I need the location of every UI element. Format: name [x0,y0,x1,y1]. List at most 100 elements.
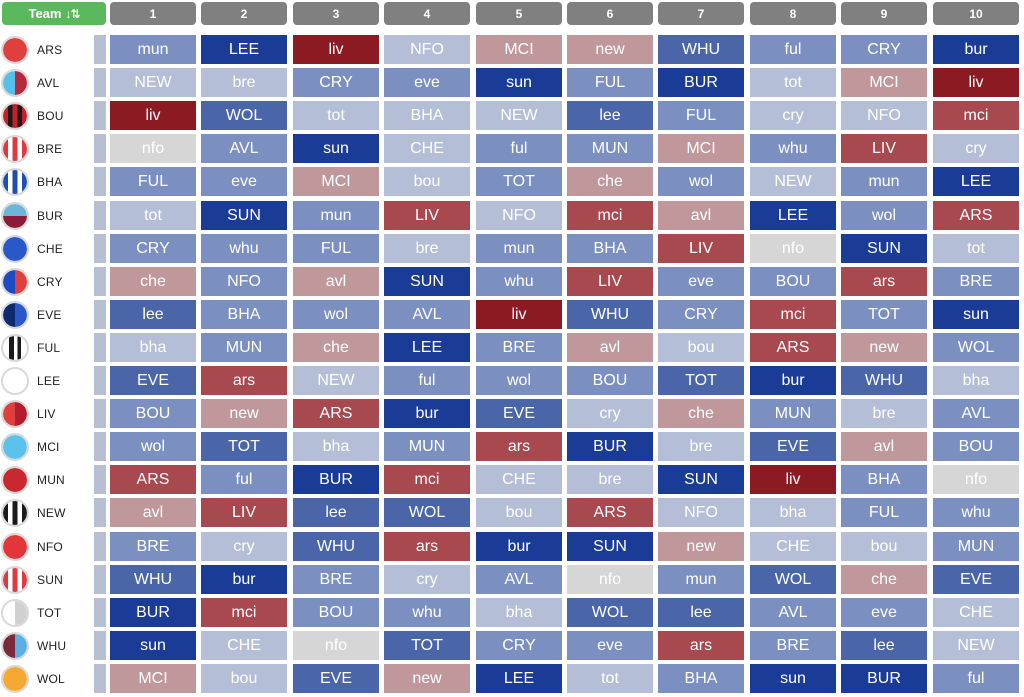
fixture-cell[interactable]: tot [933,234,1019,263]
fixture-cell[interactable]: CHE [201,631,287,660]
fixture-cell[interactable]: WOL [933,333,1019,362]
fixture-cell[interactable]: EVE [750,432,836,461]
fixture-cell[interactable]: ARS [933,201,1019,230]
fixture-cell[interactable]: mun [841,167,927,196]
fixture-cell[interactable]: mci [750,300,836,329]
fixture-cell[interactable]: NFO [384,35,470,64]
fixture-cell[interactable]: FUL [841,498,927,527]
fixture-cell[interactable]: ful [750,35,836,64]
gameweek-header-6[interactable]: 6 [567,2,653,25]
fixture-cell[interactable]: SUN [841,234,927,263]
fixture-cell[interactable]: new [841,333,927,362]
fixture-cell[interactable]: MUN [384,432,470,461]
fixture-cell[interactable]: BRE [110,532,196,561]
fixture-cell[interactable]: bur [476,532,562,561]
fixture-cell[interactable]: CRY [841,35,927,64]
fixture-cell[interactable]: SUN [658,465,744,494]
fixture-cell[interactable]: BUR [841,664,927,693]
fixture-cell[interactable]: cry [750,101,836,130]
fixture-cell[interactable]: AVL [933,399,1019,428]
fixture-cell[interactable]: BOU [110,399,196,428]
fixture-cell[interactable]: sun [476,68,562,97]
fixture-cell[interactable]: BUR [658,68,744,97]
fixture-cell[interactable]: LIV [658,234,744,263]
fixture-cell[interactable]: bur [384,399,470,428]
fixture-cell[interactable]: ars [476,432,562,461]
fixture-cell[interactable]: bha [933,366,1019,395]
fixture-cell[interactable]: sun [293,134,379,163]
gameweek-header-1[interactable]: 1 [110,2,196,25]
fixture-cell[interactable]: sun [933,300,1019,329]
fixture-cell[interactable]: eve [658,267,744,296]
fixture-cell[interactable]: BHA [841,465,927,494]
fixture-cell[interactable]: LEE [933,167,1019,196]
fixture-cell[interactable]: eve [201,167,287,196]
fixture-cell[interactable]: MUN [567,134,653,163]
fixture-cell[interactable]: BHA [567,234,653,263]
fixture-cell[interactable]: WOL [750,565,836,594]
fixture-cell[interactable]: liv [933,68,1019,97]
fixture-cell[interactable]: NFO [841,101,927,130]
fixture-cell[interactable]: CHE [476,465,562,494]
fixture-cell[interactable]: tot [110,201,196,230]
fixture-cell[interactable]: CRY [476,631,562,660]
fixture-cell[interactable]: MCI [841,68,927,97]
fixture-cell[interactable]: CHE [384,134,470,163]
fixture-cell[interactable]: CHE [750,532,836,561]
fixture-cell[interactable]: eve [567,631,653,660]
fixture-cell[interactable]: AVL [476,565,562,594]
fixture-cell[interactable]: liv [476,300,562,329]
fixture-cell[interactable]: bou [841,532,927,561]
fixture-cell[interactable]: lee [658,598,744,627]
fixture-cell[interactable]: bur [201,565,287,594]
fixture-cell[interactable]: BUR [110,598,196,627]
fixture-cell[interactable]: WHU [293,532,379,561]
fixture-cell[interactable]: EVE [933,565,1019,594]
fixture-cell[interactable]: LIV [201,498,287,527]
fixture-cell[interactable]: ARS [110,465,196,494]
gameweek-header-9[interactable]: 9 [841,2,927,25]
gameweek-header-10[interactable]: 10 [933,2,1019,25]
fixture-cell[interactable]: LEE [476,664,562,693]
fixture-cell[interactable]: MCI [293,167,379,196]
fixture-cell[interactable]: MCI [476,35,562,64]
fixture-cell[interactable]: ful [933,664,1019,693]
fixture-cell[interactable]: lee [293,498,379,527]
team-sort-header[interactable]: Team ↓⇅ [2,2,106,25]
fixture-cell[interactable]: BHA [658,664,744,693]
fixture-cell[interactable]: bha [293,432,379,461]
fixture-cell[interactable]: SUN [384,267,470,296]
gameweek-header-2[interactable]: 2 [201,2,287,25]
fixture-cell[interactable]: WOL [567,598,653,627]
fixture-cell[interactable]: ful [201,465,287,494]
fixture-cell[interactable]: wol [476,366,562,395]
fixture-cell[interactable]: BUR [567,432,653,461]
fixture-cell[interactable]: nfo [293,631,379,660]
fixture-cell[interactable]: bha [476,598,562,627]
fixture-cell[interactable]: NFO [658,498,744,527]
fixture-cell[interactable]: wol [293,300,379,329]
fixture-cell[interactable]: FUL [567,68,653,97]
fixture-cell[interactable]: bre [384,234,470,263]
fixture-cell[interactable]: BHA [201,300,287,329]
fixture-cell[interactable]: MUN [201,333,287,362]
fixture-cell[interactable]: bou [476,498,562,527]
fixture-cell[interactable]: liv [293,35,379,64]
fixture-cell[interactable]: whu [384,598,470,627]
fixture-cell[interactable]: EVE [110,366,196,395]
fixture-cell[interactable]: WOL [384,498,470,527]
fixture-cell[interactable]: LIV [841,134,927,163]
fixture-cell[interactable]: che [293,333,379,362]
fixture-cell[interactable]: WHU [110,565,196,594]
fixture-cell[interactable]: mci [567,201,653,230]
fixture-cell[interactable]: bur [933,35,1019,64]
fixture-cell[interactable]: avl [567,333,653,362]
fixture-cell[interactable]: cry [567,399,653,428]
fixture-cell[interactable]: ars [201,366,287,395]
fixture-cell[interactable]: nfo [567,565,653,594]
fixture-cell[interactable]: liv [750,465,836,494]
fixture-cell[interactable]: TOT [476,167,562,196]
fixture-cell[interactable]: bre [201,68,287,97]
fixture-cell[interactable]: che [841,565,927,594]
fixture-cell[interactable]: sun [110,631,196,660]
